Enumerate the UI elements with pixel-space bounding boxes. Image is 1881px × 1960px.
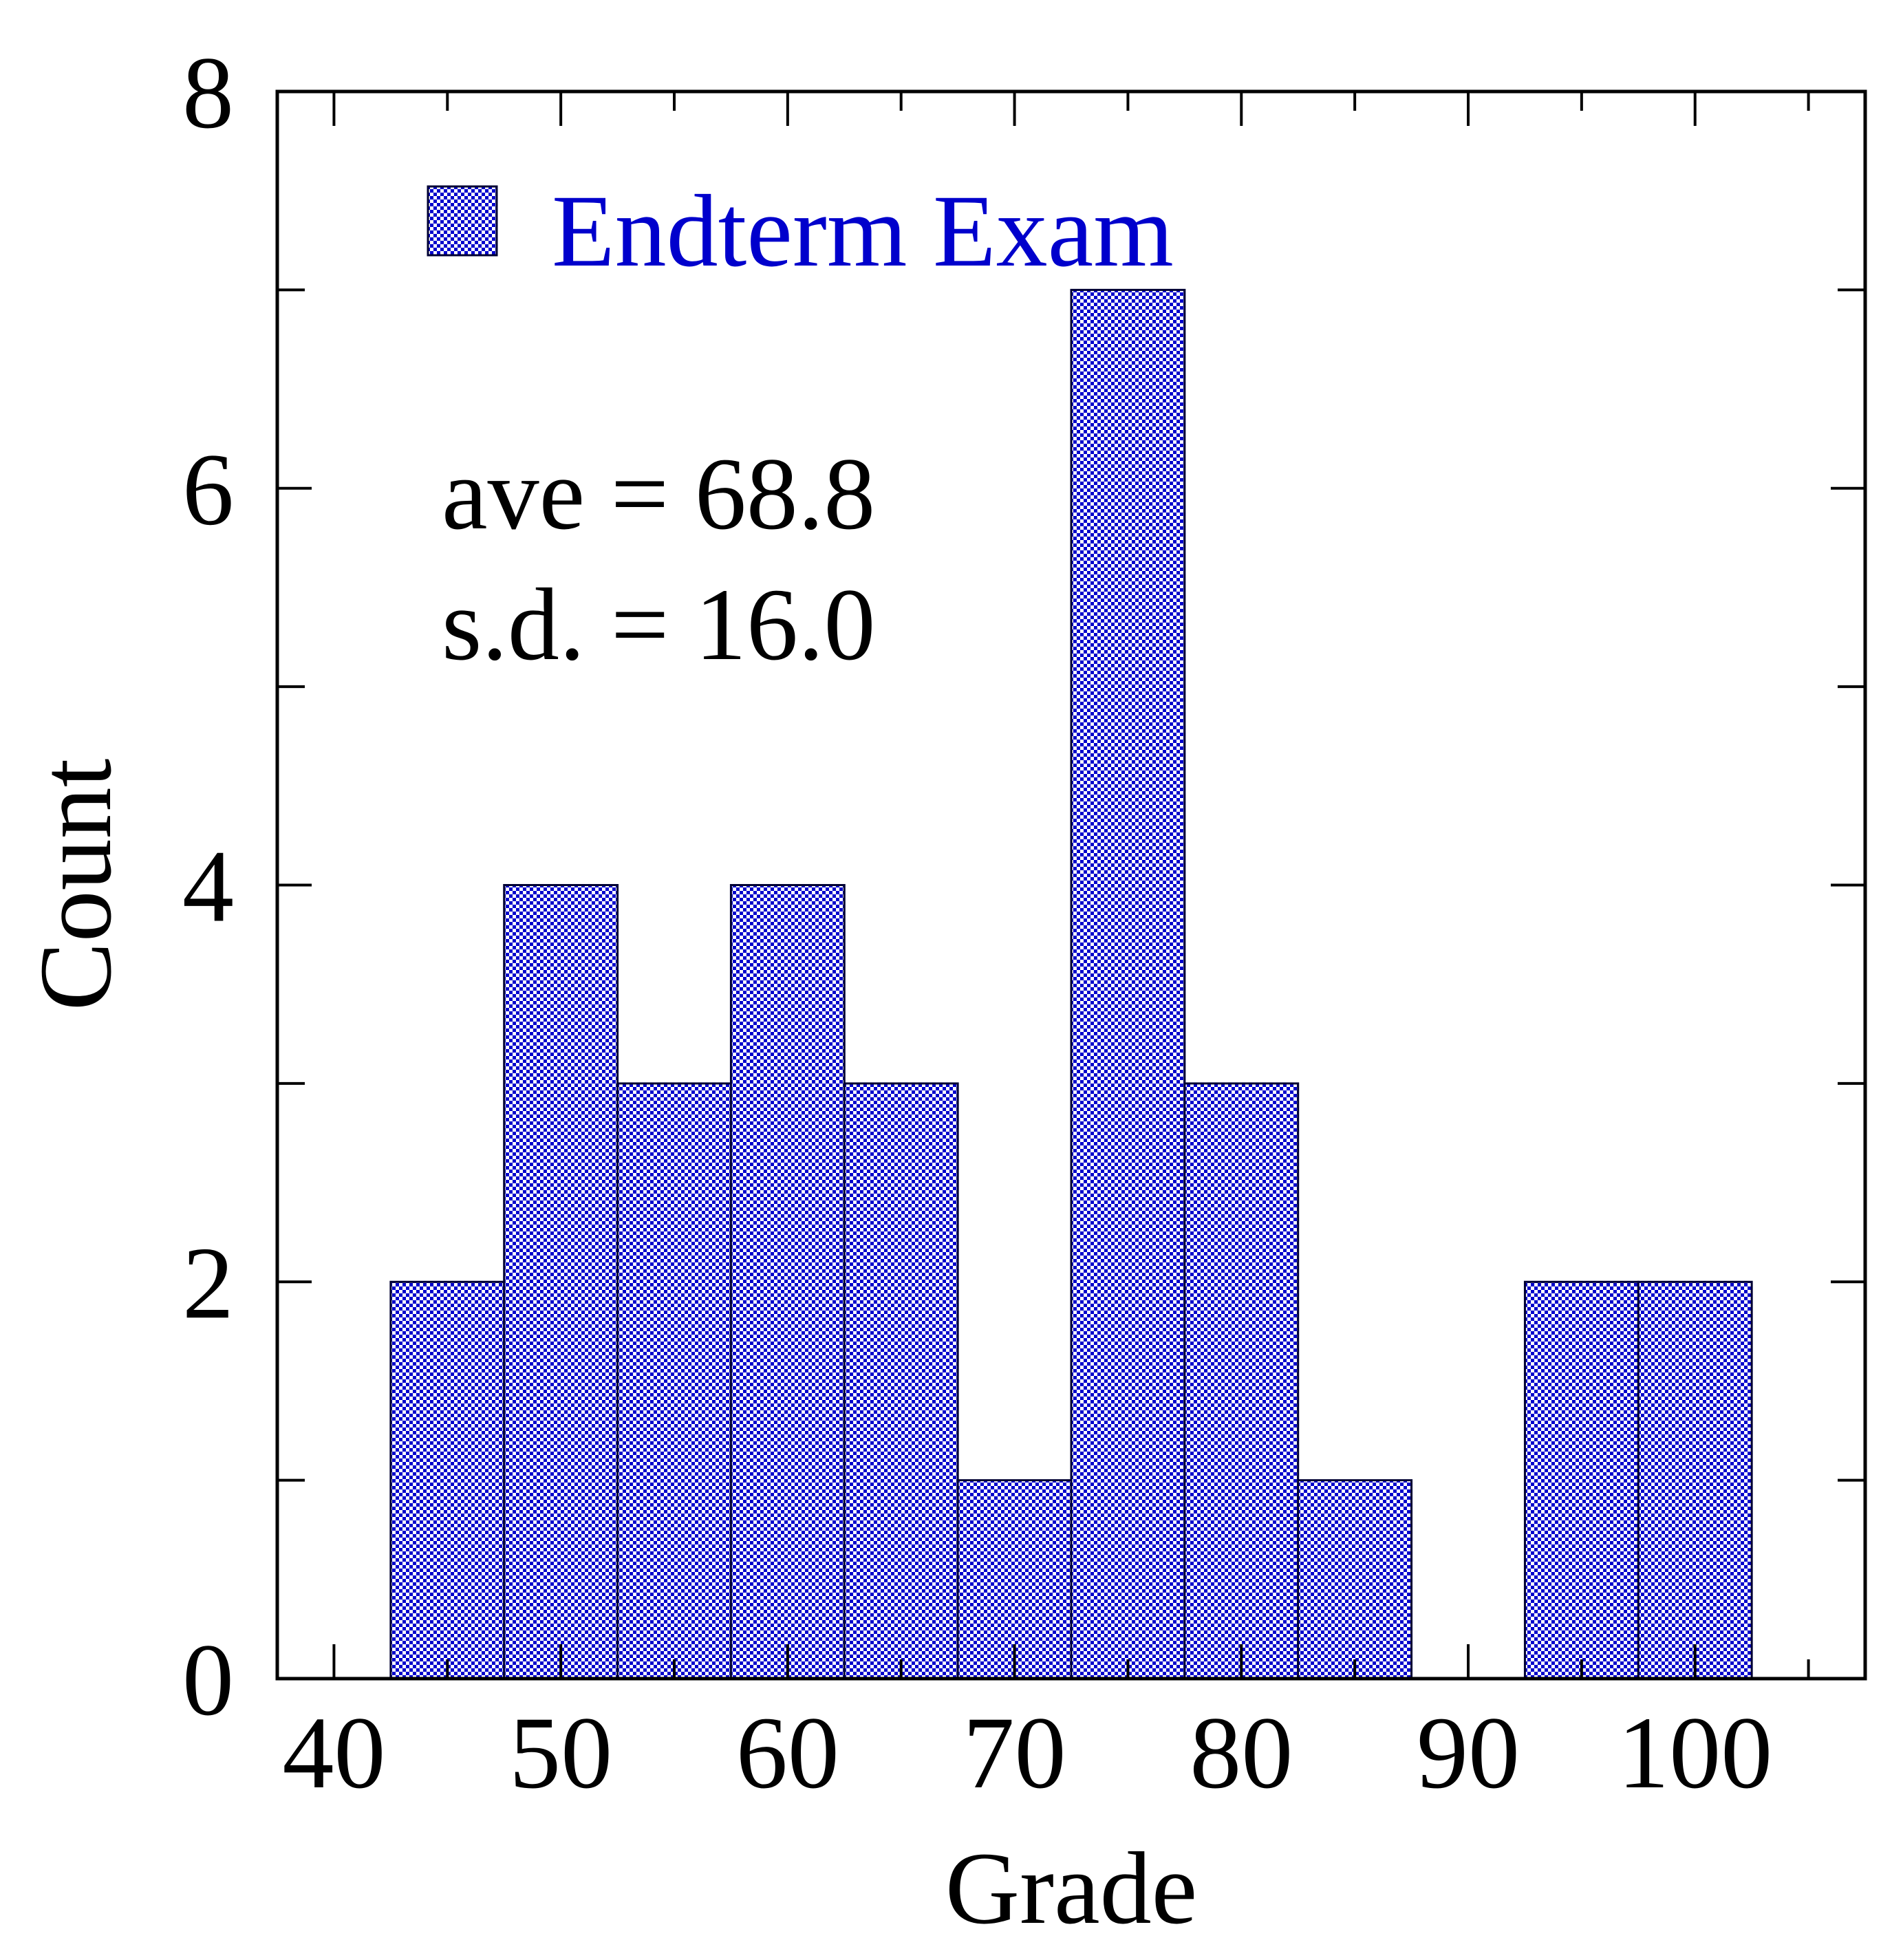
x-tick-label-70: 70 [963,1696,1066,1810]
histogram-bar-6 [1070,288,1186,1680]
y-tick-label-4: 4 [182,830,234,944]
x-tick-label-60: 60 [736,1696,839,1810]
x-tick-label-90: 90 [1417,1696,1520,1810]
y-tick-label-6: 6 [182,433,234,547]
y-axis-title: Count [19,759,133,1011]
legend-label: Endterm Exam [552,174,1174,288]
histogram-bar-1 [503,884,619,1680]
histogram-bar-7 [1183,1082,1300,1680]
y-tick-label-0: 0 [182,1623,234,1737]
y-tick-label-2: 2 [182,1226,234,1340]
x-axis-title: Grade [945,1831,1197,1946]
bars-layer [389,288,1753,1680]
x-tick-label-80: 80 [1190,1696,1293,1810]
histogram-bar-10 [1637,1280,1753,1680]
histogram-bar-8 [1297,1479,1413,1680]
histogram-bar-2 [616,1082,732,1680]
legend: Endterm Exam [427,174,1174,288]
histogram-bar-0 [389,1280,506,1680]
histogram-bar-4 [843,1082,959,1680]
x-tick-label-40: 40 [282,1696,385,1810]
tick-labels-layer: 40 50 60 70 80 90 100 0 2 4 6 8 [182,36,1772,1810]
plot-frame [275,89,1867,1681]
std-dev-annotation: s.d. = 16.0 [442,568,875,682]
legend-swatch [427,185,498,257]
x-tick-label-50: 50 [509,1696,612,1810]
x-tick-label-100: 100 [1617,1696,1772,1810]
histogram-bar-3 [729,884,846,1680]
average-annotation: ave = 68.8 [442,437,875,551]
y-tick-label-8: 8 [182,36,234,150]
histogram-bar-9 [1523,1280,1640,1680]
